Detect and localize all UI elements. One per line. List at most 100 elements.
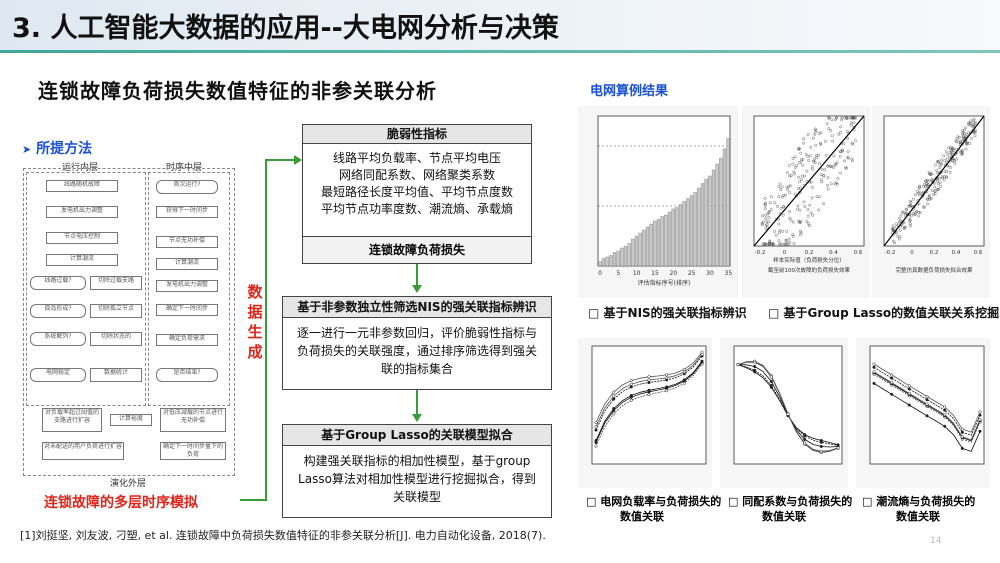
scatter-point [945,150,948,153]
scatter-point [779,188,782,192]
scatter-point [841,148,844,152]
scatter-point [786,171,789,175]
scatter-point [927,195,931,199]
scatter-point [936,159,940,163]
scatter-point [904,212,907,215]
scatter-point [799,151,803,155]
curve-point [647,378,651,382]
scatter-point [845,116,848,120]
scatter-point [827,116,830,120]
curve-point [665,373,669,377]
scatter-plot-2: -0.2 0 0.2 0.4 0.6 完整仿真数据负荷损失拟合效果 [883,115,985,274]
curve-panel-1 [578,338,712,488]
scatter-point [801,163,805,167]
square-bullet-icon: □ [768,306,780,320]
scatter-point [925,178,929,182]
scatter-point [935,188,939,191]
scatter-point [805,220,809,223]
tick-label: 0.4 [829,250,838,256]
bar [678,204,683,267]
flow-node: 电网稳定 [30,368,86,382]
scatter-point [830,118,834,122]
bar [656,219,661,267]
scatter-point [928,194,931,198]
scatter-point [909,204,913,208]
scatter-point [767,215,771,219]
scatter-point [927,179,931,183]
scatter-point [781,195,784,199]
green-connector [240,159,294,501]
bar [642,229,646,267]
scatter-point [838,150,842,154]
scatter-point [819,131,823,135]
scatter-point [799,160,803,164]
scatter-point [898,216,902,220]
curve-point [665,386,669,390]
scatter-point [771,242,775,246]
scatter-point [918,193,922,197]
scatter-point [955,137,959,141]
bar [612,252,617,267]
flow-node: 发电机出力调整 [156,280,218,292]
flow-node: 数据统计 [90,368,142,382]
curve-point [960,427,964,431]
premise-label-text: 所提方法 [36,141,93,157]
curve-point [629,385,633,389]
bar [697,187,701,267]
scatter-point [786,188,790,192]
scatter-point [898,229,902,232]
scatter-point [788,216,792,220]
scatter-point [951,159,955,163]
tick-label: 25 [688,270,696,277]
scatter-point [973,134,977,138]
scatter-point [784,238,788,242]
scatter-point [823,168,827,171]
scatter-point [773,230,776,233]
scatter-point [959,139,963,143]
nis-line: 联的指标集合 [380,362,453,376]
scatter-point [914,210,918,214]
nis-body: 逐一进行一元非参数回归，评价脆弱性指标与 负荷损失的关联强度，通过排序筛选得到强… [283,318,551,378]
fragility-line: 最短路径长度平均值、平均节点度数 [320,185,513,199]
scatter-point [945,175,949,179]
scatter-point [818,162,821,166]
bottom-label-3-line1: 潮流熵与负荷损失的 [876,495,976,508]
scatter-point [826,187,830,191]
scatter-point [907,204,911,208]
fragility-foot: 连锁故障负荷损失 [303,236,531,263]
scatter-point [806,214,810,218]
scatter-point [787,185,791,189]
scatter-point [924,185,927,189]
bar [649,223,653,267]
bar [719,157,723,267]
scatter-point [942,154,946,158]
curve-point [682,367,686,371]
bottom-label-2: □ 同配系数与负荷损失的 数值关联 [728,494,852,524]
scatter-point [895,222,898,226]
curve-point [925,414,929,418]
scatter-point [788,191,792,195]
scatter-point [768,210,771,213]
nis-line: 负荷损失的关联强度，通过排序筛选得到强关 [296,344,537,358]
scatter-point [908,218,912,222]
fragility-body: 线路平均负载率、节点平均电压 网络同配系数、网络聚类系数 最短路径长度平均值、平… [303,144,531,218]
scatter-point [839,171,843,175]
scatter-point [833,182,837,186]
scatter-point [822,174,826,178]
bar [620,247,624,267]
curve-point [943,408,947,412]
bottom-label-1: □ 电网负载率与负荷损失的 数值关联 [586,494,721,524]
scatter-point [935,168,939,172]
bar [645,226,650,267]
plot-frame [733,345,843,465]
data-generation-text: 数据生成 [247,283,263,361]
tick-label: 35 [725,270,733,277]
scatter-point [807,159,811,162]
scatter-point [962,136,966,140]
scatter-point [806,133,810,136]
scatter-point [829,128,833,132]
scatter-point [820,168,824,171]
scatter-point [933,185,937,189]
scatter-point [917,202,921,206]
scatter-point [787,237,791,241]
